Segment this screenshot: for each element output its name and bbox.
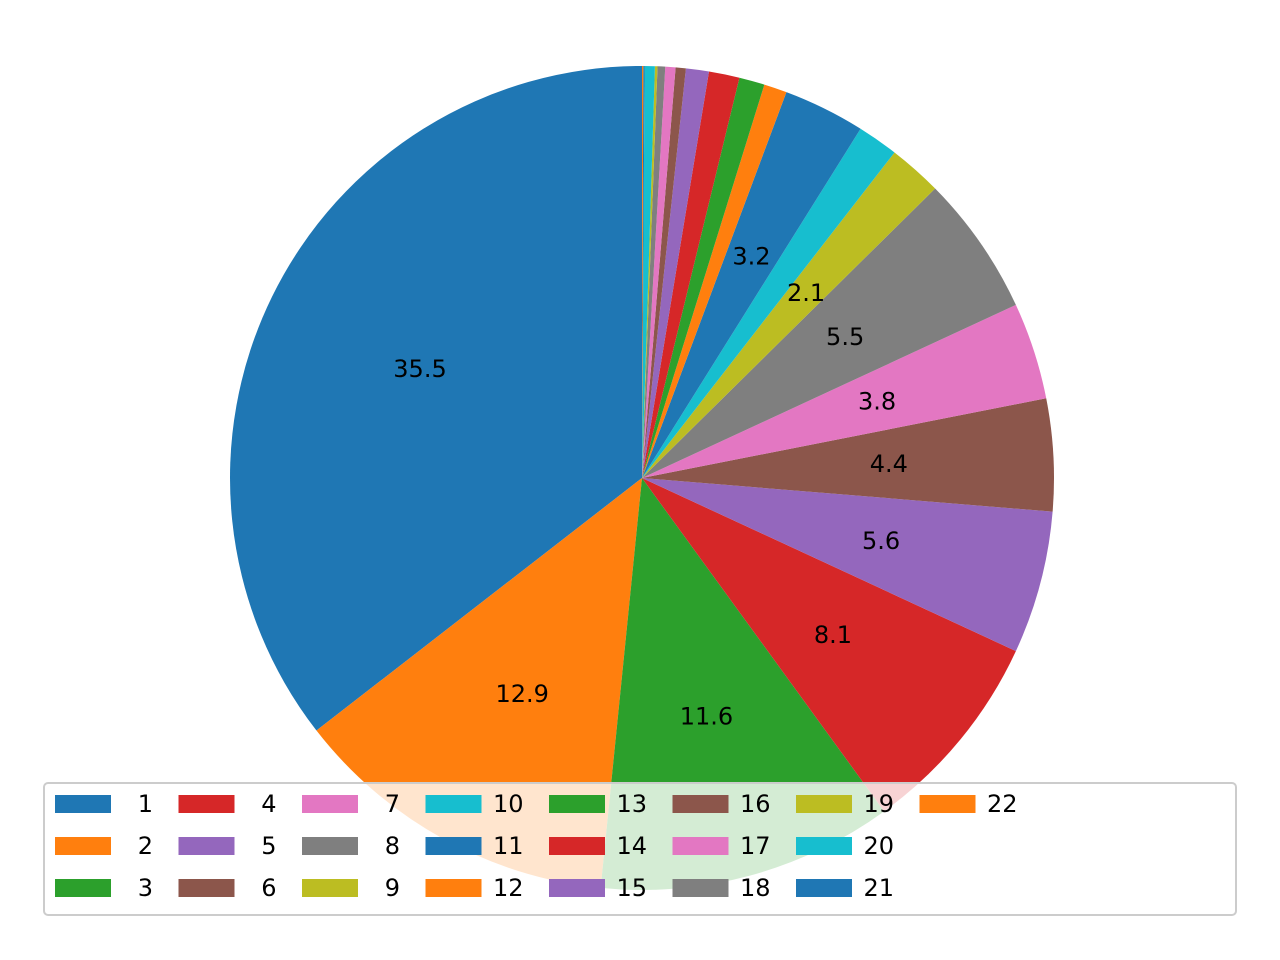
legend-swatch-17: [672, 837, 729, 855]
legend-swatch-8: [302, 837, 358, 855]
legend-swatch-2: [55, 837, 111, 855]
legend-label-9: 9: [385, 874, 400, 902]
pie-slice-1: [230, 66, 642, 731]
legend-label-17: 17: [740, 832, 771, 860]
legend-swatch-7: [302, 795, 358, 813]
pie-slice-17: [642, 66, 676, 478]
legend-swatch-12: [425, 879, 482, 897]
legend-label-20: 20: [863, 832, 894, 860]
legend-swatch-14: [549, 837, 605, 855]
pie-slice-4: [642, 478, 1016, 812]
pie-slice-22: [642, 66, 644, 478]
legend-label-10: 10: [493, 790, 524, 818]
legend-label-11: 11: [493, 832, 524, 860]
legend-swatch-10: [425, 795, 482, 813]
legend-swatch-16: [672, 795, 729, 813]
legend-swatch-18: [672, 879, 729, 897]
legend-label-2: 2: [138, 832, 153, 860]
legend-swatch-9: [302, 879, 358, 897]
pie-slice-9: [642, 152, 936, 479]
pie-slice-20: [642, 66, 655, 479]
legend-label-3: 3: [138, 874, 153, 902]
pie-slices: [230, 66, 1054, 890]
pie-slice-6: [642, 398, 1054, 512]
slice-value-label-2: 12.9: [496, 680, 549, 708]
legend-label-12: 12: [493, 874, 524, 902]
pie-slice-15: [642, 68, 710, 478]
legend-swatch-22: [919, 795, 976, 813]
slice-value-label-5: 5.6: [862, 527, 900, 555]
legend-label-13: 13: [616, 790, 647, 818]
pie-slice-10: [642, 128, 895, 478]
slice-value-label-1: 35.5: [393, 355, 446, 383]
pie-slice-18: [642, 66, 666, 479]
legend-label-1: 1: [138, 790, 153, 818]
slice-value-label-9: 2.1: [787, 279, 825, 307]
slice-value-label-7: 3.8: [858, 388, 896, 416]
legend-label-8: 8: [385, 832, 400, 860]
slice-value-label-6: 4.4: [870, 450, 908, 478]
pie-slice-12: [642, 84, 787, 478]
legend-label-22: 22: [987, 790, 1018, 818]
legend-swatch-5: [178, 837, 235, 855]
legend-swatch-6: [178, 879, 235, 897]
pie-slice-labels: 35.5 12.9 11.6 8.1 5.6 4.4 3.8 5.52.1 3.2: [393, 242, 908, 730]
pie-slice-11: [642, 92, 861, 478]
legend-label-19: 19: [863, 790, 894, 818]
legend-label-15: 15: [616, 874, 647, 902]
slice-value-label-11: 3.2: [732, 242, 770, 270]
pie-slice-5: [642, 478, 1053, 652]
legend-label-5: 5: [261, 832, 276, 860]
legend-swatch-21: [796, 879, 852, 897]
slice-value-label-3: 11.6: [680, 703, 733, 731]
legend-swatch-4: [178, 795, 235, 813]
pie-slice-21: [642, 66, 645, 479]
legend-swatch-19: [796, 795, 852, 813]
legend-label-14: 14: [616, 832, 647, 860]
pie-slice-19: [642, 66, 658, 478]
legend-swatch-11: [425, 837, 482, 855]
slice-value-label-8: 5.5: [826, 323, 864, 351]
legend-label-16: 16: [740, 790, 771, 818]
legend-swatch-1: [55, 795, 111, 813]
legend-label-4: 4: [261, 790, 276, 818]
legend-swatch-3: [55, 879, 111, 897]
slice-value-label-4: 8.1: [814, 621, 852, 649]
legend-swatch-20: [796, 837, 852, 855]
pie-slice-13: [642, 77, 765, 478]
legend-label-7: 7: [385, 790, 400, 818]
pie-slice-7: [642, 304, 1047, 478]
legend-label-21: 21: [863, 874, 894, 902]
pie-slice-8: [642, 188, 1016, 478]
pie-slice-16: [642, 67, 686, 479]
legend-label-18: 18: [740, 874, 771, 902]
legend-label-6: 6: [261, 874, 276, 902]
legend-swatch-15: [549, 879, 605, 897]
pie-slice-14: [642, 71, 740, 479]
legend-swatch-13: [549, 795, 605, 813]
